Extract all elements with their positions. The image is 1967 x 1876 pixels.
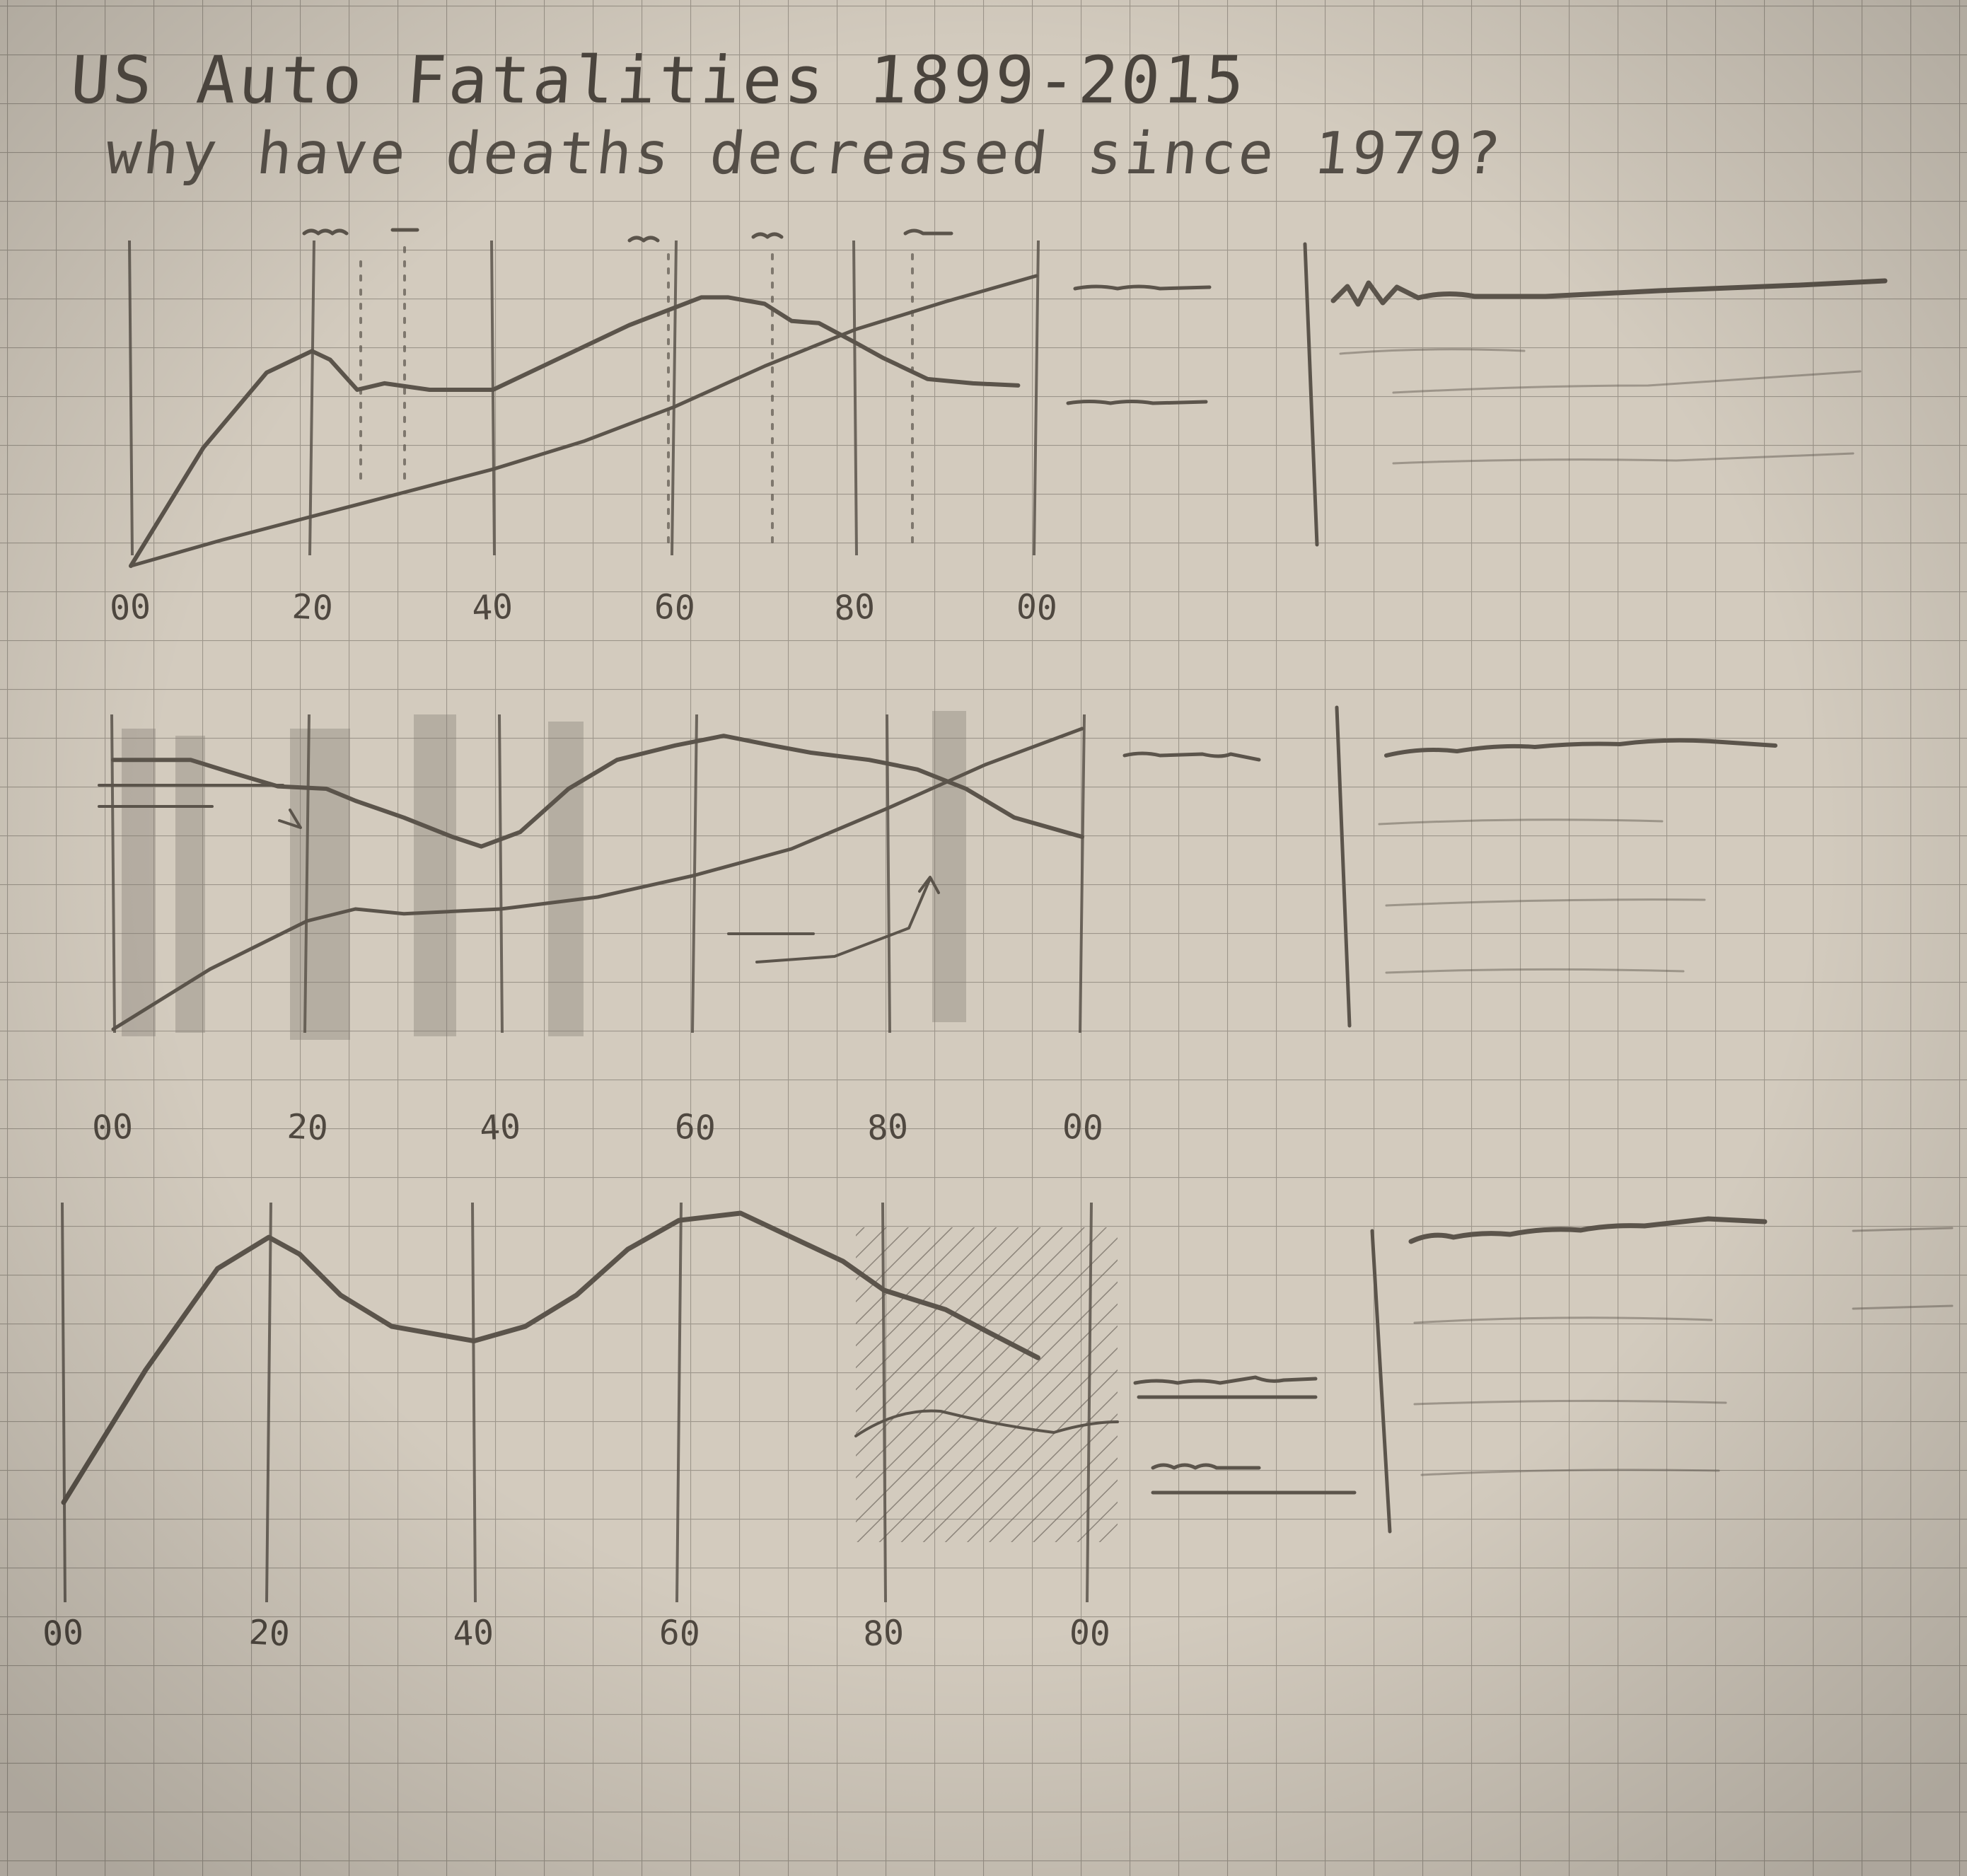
page-title: US Auto Fatalities 1899-2015: [68, 42, 1250, 118]
page-subtitle: why have deaths decreased since 1979?: [103, 120, 1507, 187]
